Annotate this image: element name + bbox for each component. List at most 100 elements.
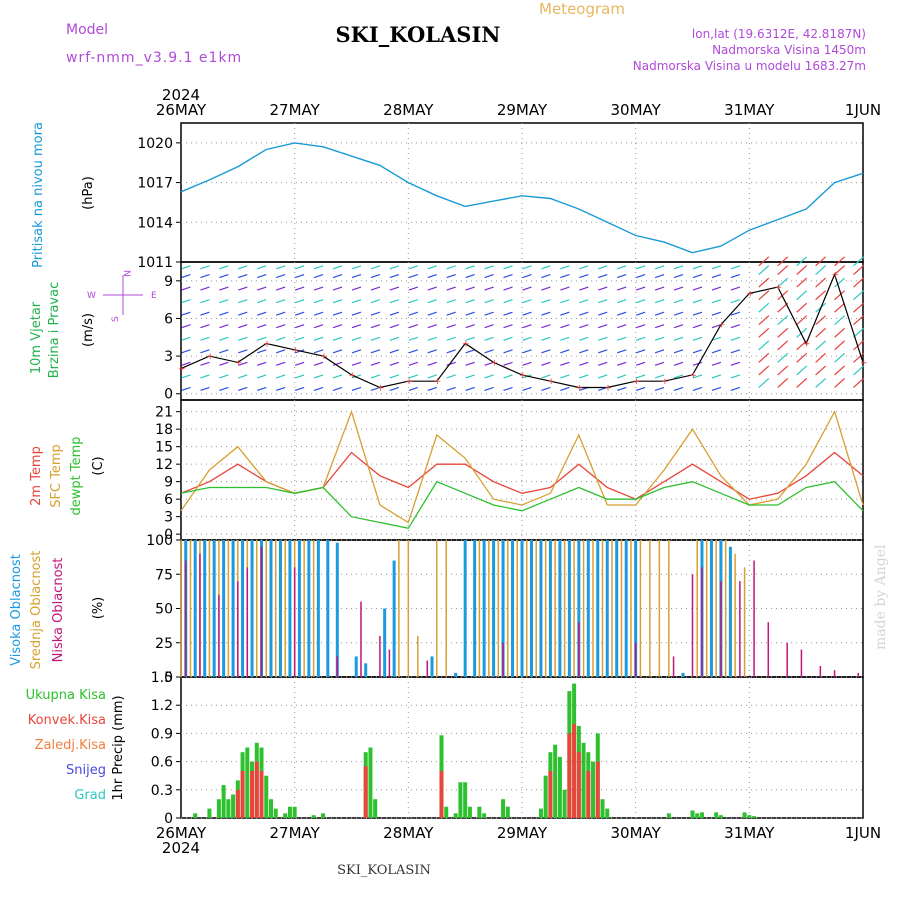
wind-barb [257,349,267,354]
compass-icon: W E N S [87,270,157,322]
wind-barb [219,311,229,316]
wind-barb [276,374,286,379]
wind-barb [332,374,343,379]
wind-gust-mark: + [405,377,413,387]
cloud-ylabel-mid: Srednja Oblacnost [29,551,44,670]
wind-barb [758,265,770,275]
wind-barb [541,374,551,379]
wind-barb [815,290,827,301]
wind-barb [541,299,551,304]
wind-barb [238,349,248,354]
wind-barb [560,349,570,354]
high-cloud-bar [482,540,486,677]
wind-barb [522,386,532,392]
wind-barb [654,286,665,291]
wind-barb [389,265,400,270]
wind-barb [294,286,305,291]
wind-barb [465,349,475,354]
wind-barb [617,286,627,291]
compass-e: E [151,291,157,301]
wind-barb [200,286,210,291]
wind-barb [692,265,703,270]
wind-barb [294,361,305,366]
wind-barb [617,386,627,392]
wind-barb [181,386,191,392]
wind-barb [522,324,532,329]
wind-barb [484,286,494,291]
wind-barb [617,374,627,379]
wind-barb [370,374,381,379]
wind-barb [796,365,808,376]
pressure-unit: (hPa) [81,176,96,210]
wind-barb [408,349,418,354]
wind-barb [796,265,808,275]
wind-barb [427,286,437,291]
wind-barb [257,265,267,270]
wind-barb [427,374,437,379]
precip-total-bar [231,794,236,818]
wind-barb [834,265,845,275]
wind-barb [541,386,551,392]
wind-barb [276,273,286,279]
y-tick-label: 0.3 [151,783,173,799]
wind-barb [313,386,324,392]
high-cloud-bar [492,540,496,677]
wind-barb [219,336,229,341]
wind-barb [503,361,513,366]
wind-barb [238,273,248,279]
wind-barb [730,349,741,354]
cloud-ylabel-low: Niska Oblacnost [51,558,66,663]
wind-barb [332,349,343,354]
wind-barb [238,336,248,341]
wind-barb [579,374,589,379]
wind-barb [815,327,827,338]
precip-total-bar [453,813,458,818]
high-cloud-bar [278,540,282,677]
wind-unit: (m/s) [81,313,96,347]
high-cloud-bar [567,540,571,677]
y-tick-label: 9 [164,274,173,290]
high-cloud-bar [454,672,458,677]
wind-barb [503,374,513,379]
wind-barb [560,286,570,291]
y-tick-label: 25 [155,636,173,652]
x-tick-label-bottom: 29MAY [497,824,548,842]
wind-gust-mark: + [206,352,214,362]
wind-barb [777,352,789,363]
x-tick-label-top: 29MAY [497,101,548,119]
wind-barb [389,361,400,366]
high-cloud-bar [634,540,638,677]
wind-barb [635,311,646,316]
y-tick-label: 1.5 [151,670,173,686]
precip-total-bar [463,782,468,818]
wind-barb [276,324,286,329]
y-tick-label: 15 [155,440,173,456]
wind-barb [238,324,248,329]
panel-cloud: 0 25 50 75 100 [146,533,864,686]
wind-barb [635,324,646,329]
wind-barb [692,286,703,291]
wind-barb [257,311,267,316]
wind-barb [796,378,808,388]
precip-total-bar [207,808,212,818]
wind-barb [370,299,381,304]
wind-barb [200,265,210,270]
wind-barb [389,374,400,379]
wind-barb [560,361,570,366]
x-tick-label-bottom: 26MAY [156,824,207,842]
wind-barb [219,273,229,279]
high-cloud-bar [501,540,505,677]
wind-barb [446,265,456,270]
wind-barb [446,299,456,304]
wind-barb [332,324,343,329]
wind-barb [484,273,494,279]
precip-total-bar [600,799,605,818]
wind-barb [692,324,703,329]
wind-barb [834,352,845,363]
y-tick-label: 0 [164,811,173,827]
panel-wind: 0 3 6 9 [164,261,864,403]
wind-barb [541,311,551,316]
wind-barb [484,336,494,341]
wind-barb [313,286,324,291]
precip-total-bar [283,813,288,818]
